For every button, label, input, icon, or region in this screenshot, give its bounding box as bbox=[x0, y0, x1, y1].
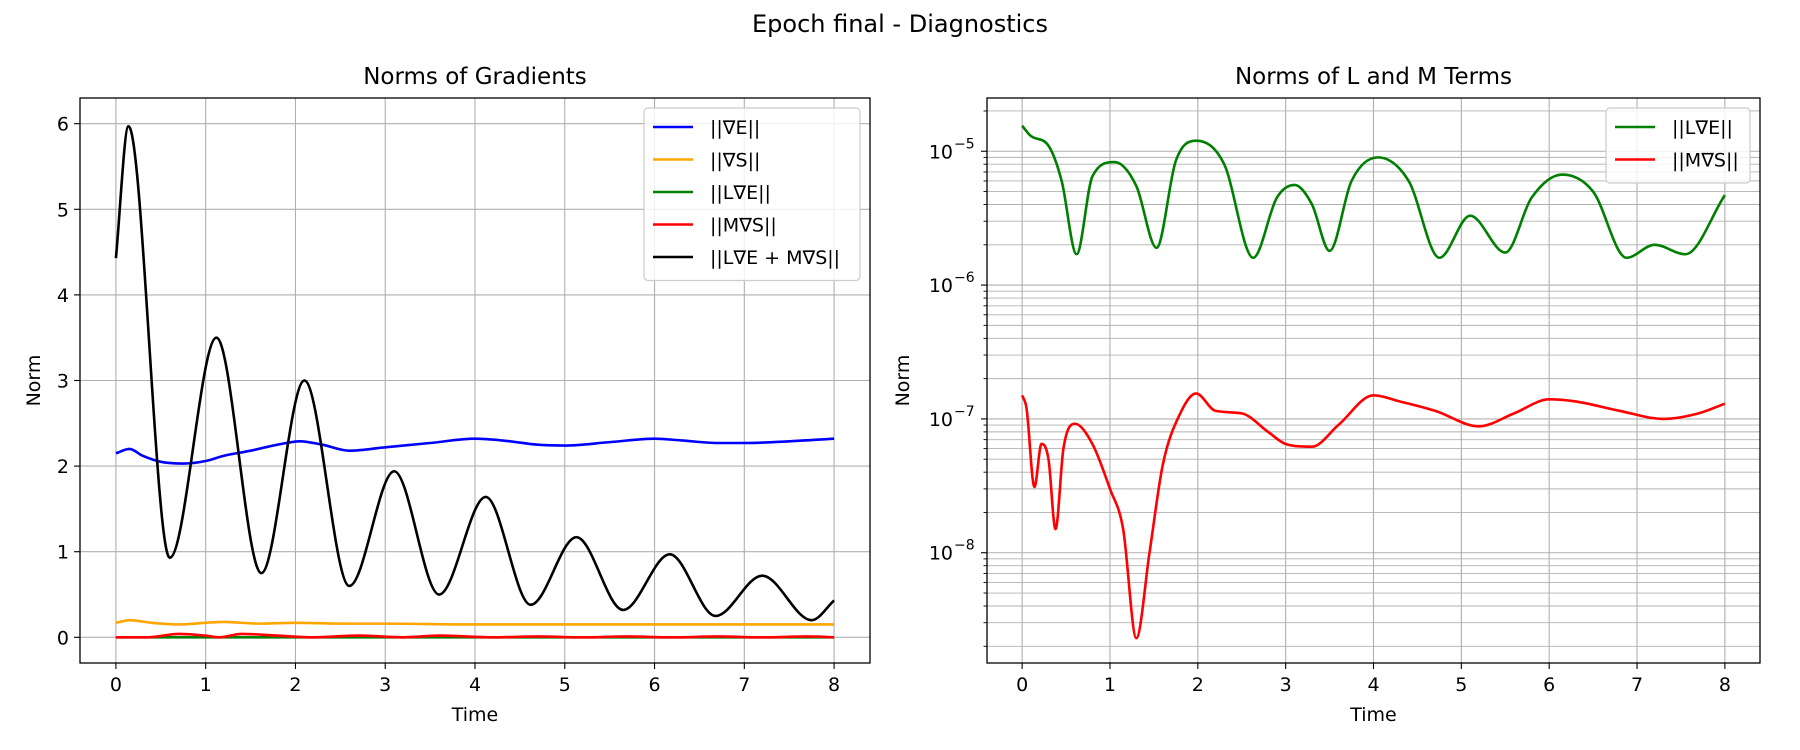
y-tick-exponent: −6 bbox=[954, 270, 975, 286]
x-tick-label: 4 bbox=[469, 674, 481, 696]
x-tick-label: 7 bbox=[1631, 674, 1643, 696]
legend: ||L∇E|| ||M∇S|| bbox=[1605, 107, 1751, 184]
x-tick-label: 4 bbox=[1367, 674, 1379, 696]
legend-label: ||∇S|| bbox=[710, 150, 760, 172]
x-tick-label: 3 bbox=[379, 674, 391, 696]
x-tick-label: 5 bbox=[559, 674, 571, 696]
y-tick-label: 10 bbox=[929, 275, 953, 297]
legend: ||∇E|| ||∇S|| ||L∇E|| ||M∇S|| ||L∇E + M∇S|| bbox=[643, 107, 861, 282]
y-tick-label: 2 bbox=[57, 456, 69, 478]
y-tick-label: 6 bbox=[57, 114, 69, 136]
x-tick-label: 8 bbox=[1719, 674, 1731, 696]
y-tick-label: 10 bbox=[929, 141, 953, 163]
legend-label: ||L∇E + M∇S|| bbox=[710, 247, 840, 269]
x-tick-label: 6 bbox=[1543, 674, 1555, 696]
x-tick-label: 1 bbox=[200, 674, 212, 696]
x-tick-label: 1 bbox=[1104, 674, 1116, 696]
subplot-title: Norms of Gradients bbox=[363, 64, 587, 90]
y-tick-label: 0 bbox=[57, 627, 69, 649]
y-axis-label: Norm bbox=[23, 355, 45, 407]
x-tick-label: 2 bbox=[289, 674, 301, 696]
series-line-1 bbox=[1021, 124, 1726, 260]
legend-label: ||L∇E|| bbox=[710, 182, 771, 204]
y-tick-label: 1 bbox=[57, 542, 69, 564]
y-tick-exponent: −7 bbox=[954, 404, 975, 420]
x-tick-label: 2 bbox=[1192, 674, 1204, 696]
series-line-4 bbox=[115, 632, 835, 639]
y-tick-exponent: −8 bbox=[954, 538, 975, 554]
y-tick-label: 5 bbox=[57, 199, 69, 221]
y-axis-label: Norm bbox=[892, 355, 914, 407]
legend-box bbox=[643, 107, 861, 282]
series-line-2 bbox=[115, 618, 835, 626]
x-axis-label: Time bbox=[1349, 704, 1397, 726]
legend-label: ||M∇S|| bbox=[1672, 150, 1739, 172]
x-tick-label: 8 bbox=[828, 674, 840, 696]
subplot-title: Norms of L and M Terms bbox=[1235, 64, 1512, 90]
x-tick-label: 5 bbox=[1455, 674, 1467, 696]
y-tick-label: 4 bbox=[57, 285, 69, 307]
subplot-1: 0 1 2 3 4 5 6 7 8 0 1 2 3 4 5 6 Norms of Gradients Time No… bbox=[23, 64, 871, 726]
x-tick-label: 0 bbox=[110, 674, 122, 696]
y-tick-exponent: −5 bbox=[954, 136, 975, 152]
x-tick-label: 3 bbox=[1280, 674, 1292, 696]
legend-label: ||M∇S|| bbox=[710, 215, 777, 237]
y-tick-label: 10 bbox=[929, 409, 953, 431]
x-tick-label: 6 bbox=[648, 674, 660, 696]
series-line-5 bbox=[114, 124, 835, 622]
x-tick-label: 7 bbox=[738, 674, 750, 696]
y-tick-label: 3 bbox=[57, 371, 69, 393]
series-line-2 bbox=[1020, 392, 1726, 640]
y-tick-label: 10 bbox=[929, 543, 953, 565]
figure-suptitle: Epoch final - Diagnostics bbox=[752, 10, 1048, 38]
series-line-1 bbox=[115, 437, 835, 465]
legend-label: ||L∇E|| bbox=[1672, 117, 1733, 139]
x-axis-label: Time bbox=[451, 704, 499, 726]
x-tick-label: 0 bbox=[1016, 674, 1028, 696]
legend-label: ||∇E|| bbox=[710, 117, 760, 139]
